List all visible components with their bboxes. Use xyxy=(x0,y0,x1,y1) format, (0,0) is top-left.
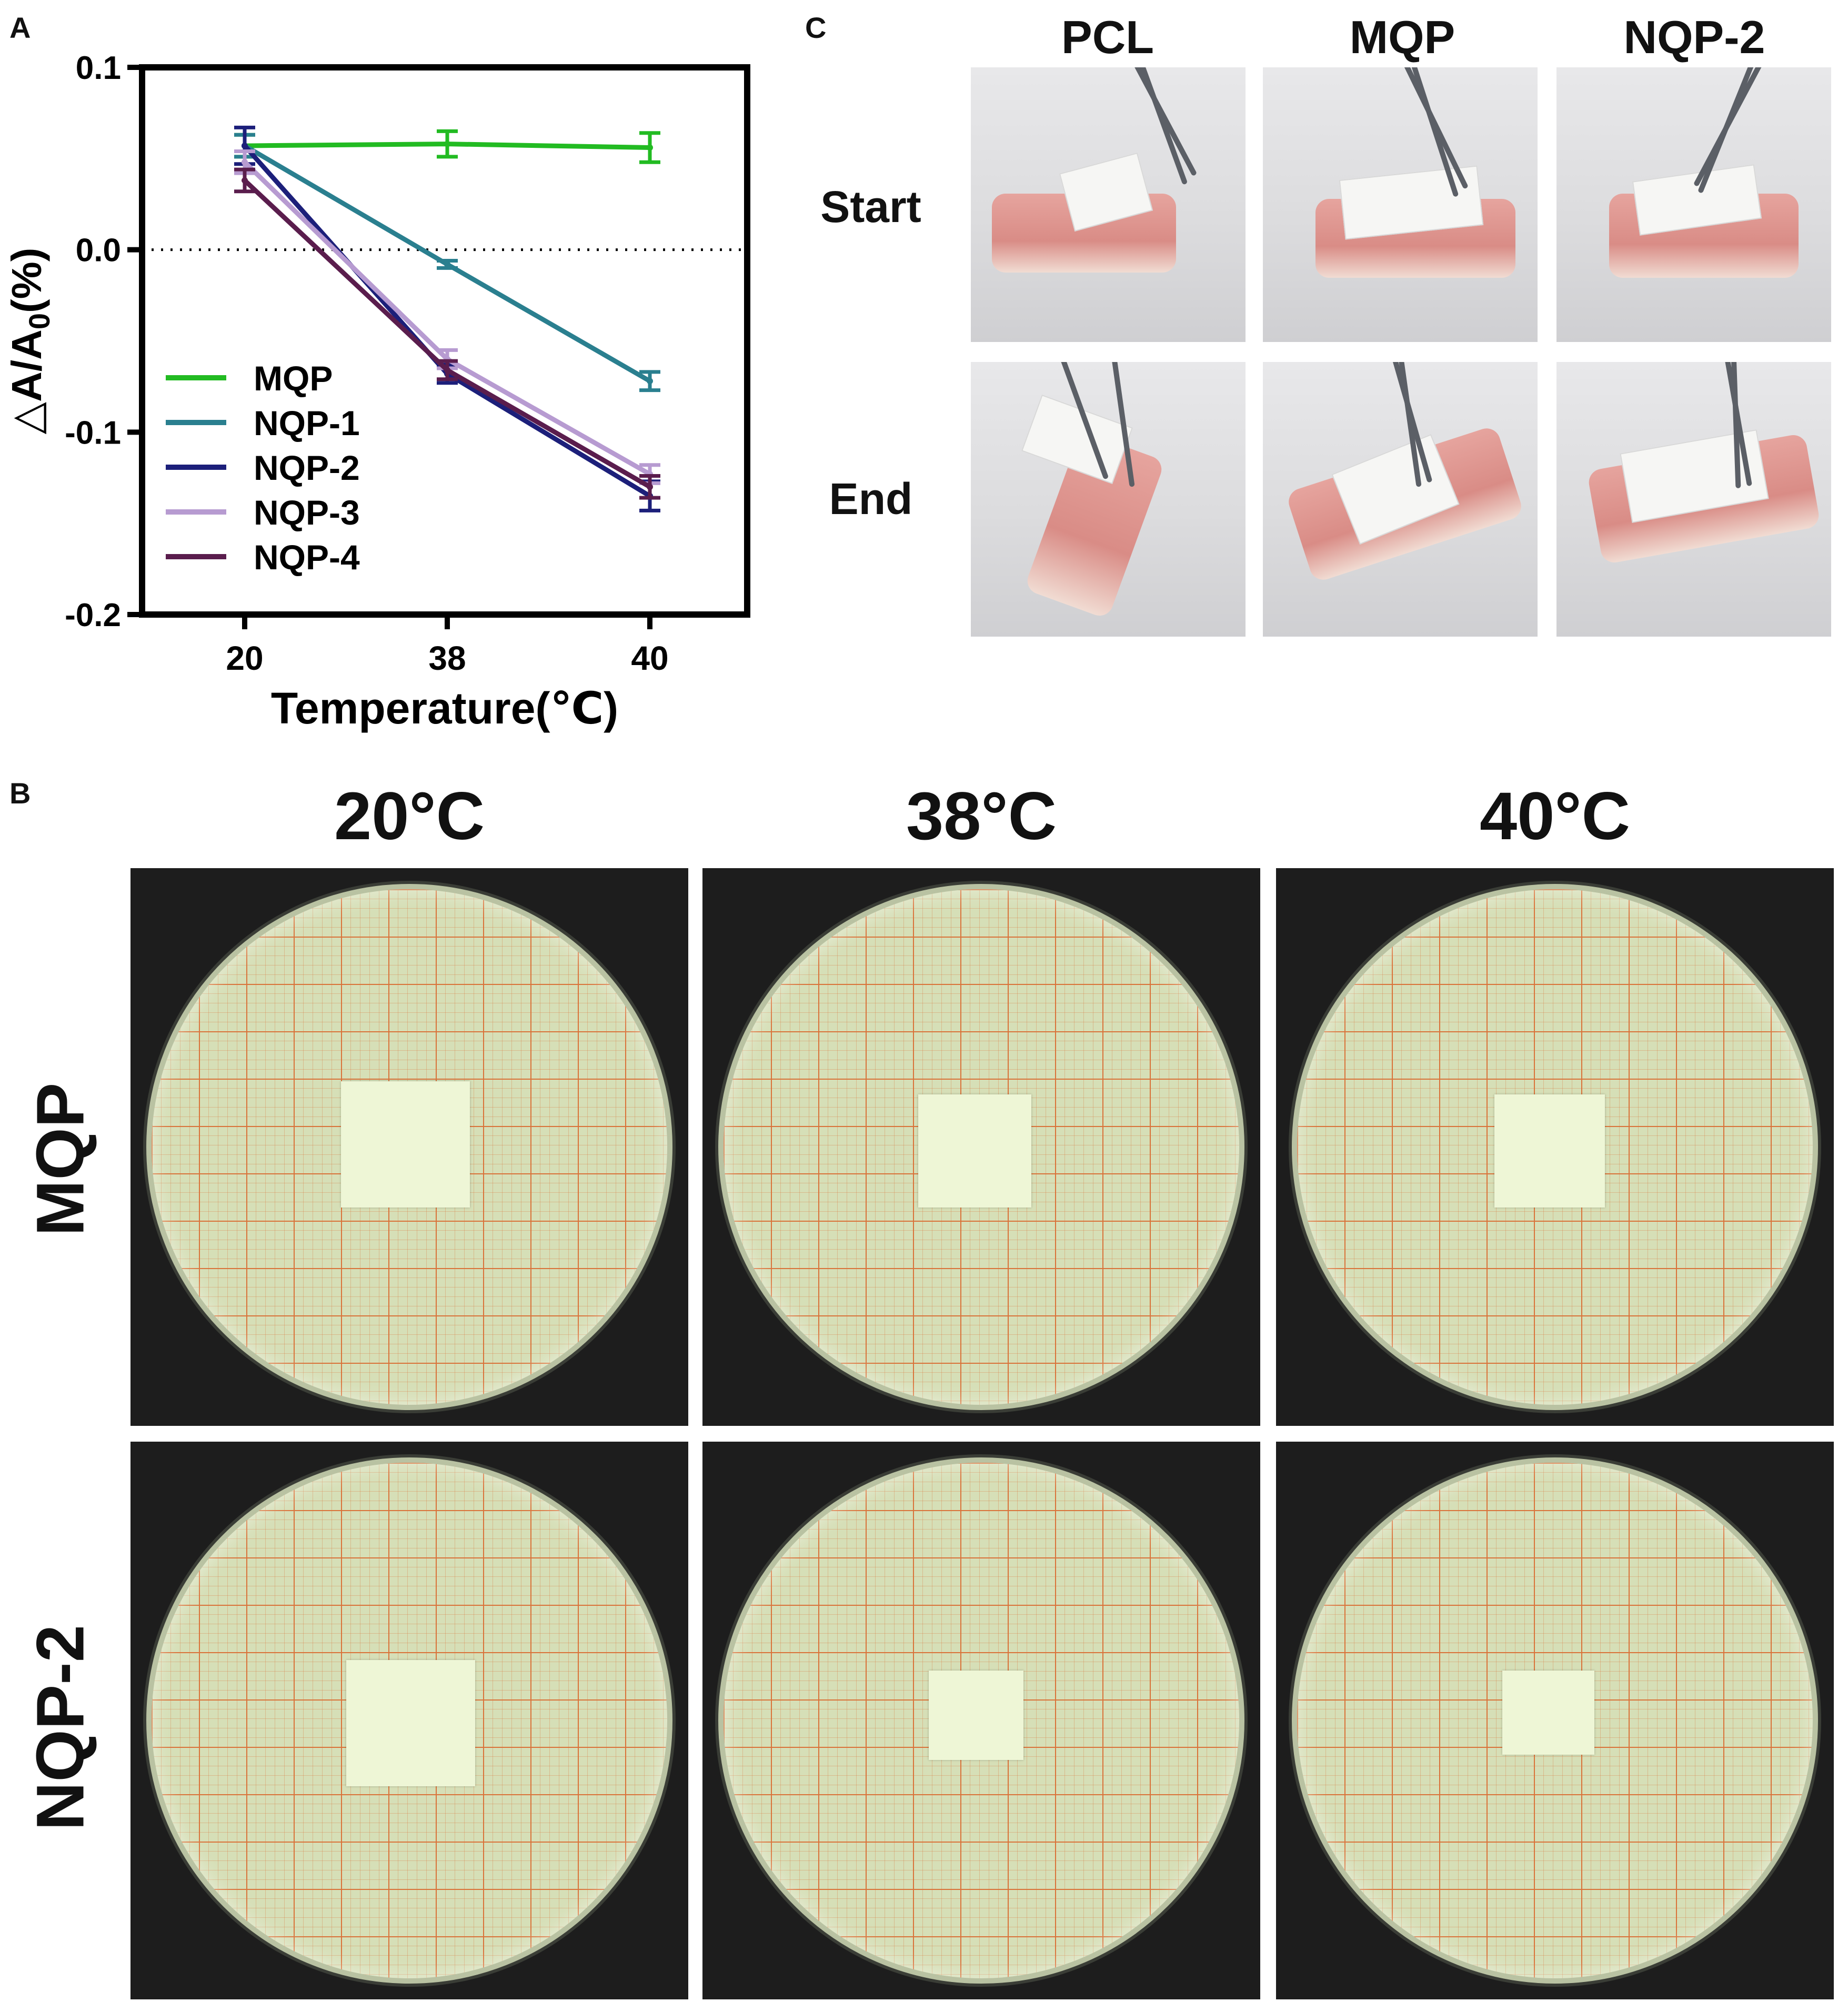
tissue-photo-nqp2-end xyxy=(1556,362,1831,637)
legend-label: MQP xyxy=(254,359,333,398)
b-row-mqp: MQP xyxy=(23,1082,98,1236)
data-point xyxy=(444,261,450,268)
panel-label-c: C xyxy=(805,11,827,44)
line-chart: 0.1 0.0 -0.1 -0.2 20 38 40 MQP NQP-1 NQP-2 NQP-3… xyxy=(3,50,750,733)
legend-label: NQP-3 xyxy=(254,493,360,532)
data-point xyxy=(242,143,248,149)
dish-photo-mqp-38c xyxy=(702,868,1260,1426)
tissue-photo-pcl-start xyxy=(971,67,1246,342)
legend-label: NQP-1 xyxy=(254,404,360,442)
c-row-start: Start xyxy=(820,182,921,232)
data-point xyxy=(242,177,248,184)
panel-label-a: A xyxy=(9,11,31,44)
series-mqp xyxy=(234,129,660,164)
y-axis-label-sub: 0 xyxy=(23,313,56,329)
data-point xyxy=(647,484,653,490)
c-column-nqp2: NQP-2 xyxy=(1623,11,1765,63)
tissue-photo-mqp-start xyxy=(1263,67,1538,342)
b-column-38c: 38°C xyxy=(906,779,1057,854)
data-point xyxy=(444,367,450,374)
b-row-nqp2: NQP-2 xyxy=(23,1624,98,1831)
series-nqp-4 xyxy=(234,167,660,500)
b-column-20c: 20°C xyxy=(334,779,485,854)
dish-photo-nqp2-20c xyxy=(130,1442,688,1999)
dish-photo-mqp-20c xyxy=(130,868,688,1426)
data-point xyxy=(444,140,450,147)
c-column-mqp: MQP xyxy=(1349,11,1455,63)
tissue-photo-nqp2-start xyxy=(1556,67,1831,342)
panel-label-b: B xyxy=(9,777,31,810)
y-tick-label: 0.1 xyxy=(76,50,121,86)
data-point xyxy=(647,378,653,385)
y-axis-label-main: △A/A xyxy=(3,329,50,434)
dish-photo-nqp2-38c xyxy=(702,1442,1260,1999)
data-point xyxy=(647,144,653,151)
legend-label: NQP-2 xyxy=(254,448,360,487)
legend-label: NQP-4 xyxy=(254,538,360,577)
b-column-40c: 40°C xyxy=(1480,779,1630,854)
tissue-photo-mqp-end xyxy=(1263,362,1538,637)
x-tick-label: 20 xyxy=(226,639,263,677)
x-axis-label: Temperature(℃) xyxy=(271,683,618,733)
dish-photo-nqp2-40c xyxy=(1276,1442,1834,1999)
dish-photo-mqp-40c xyxy=(1276,868,1834,1426)
y-axis-label: △A/A0(%) xyxy=(3,248,56,435)
y-axis-label-suffix: (%) xyxy=(3,248,50,313)
c-row-end: End xyxy=(829,474,913,524)
y-tick-label: 0.0 xyxy=(76,233,121,269)
c-column-pcl: PCL xyxy=(1061,11,1154,63)
x-tick-label: 38 xyxy=(428,639,466,677)
plot-frame xyxy=(139,64,750,618)
y-tick-label: -0.1 xyxy=(65,415,121,451)
tissue-photo-pcl-end xyxy=(971,362,1246,637)
series-line xyxy=(243,144,651,498)
data-point xyxy=(242,159,248,166)
y-tick-label: -0.2 xyxy=(65,597,121,633)
x-tick-label: 40 xyxy=(631,639,668,677)
